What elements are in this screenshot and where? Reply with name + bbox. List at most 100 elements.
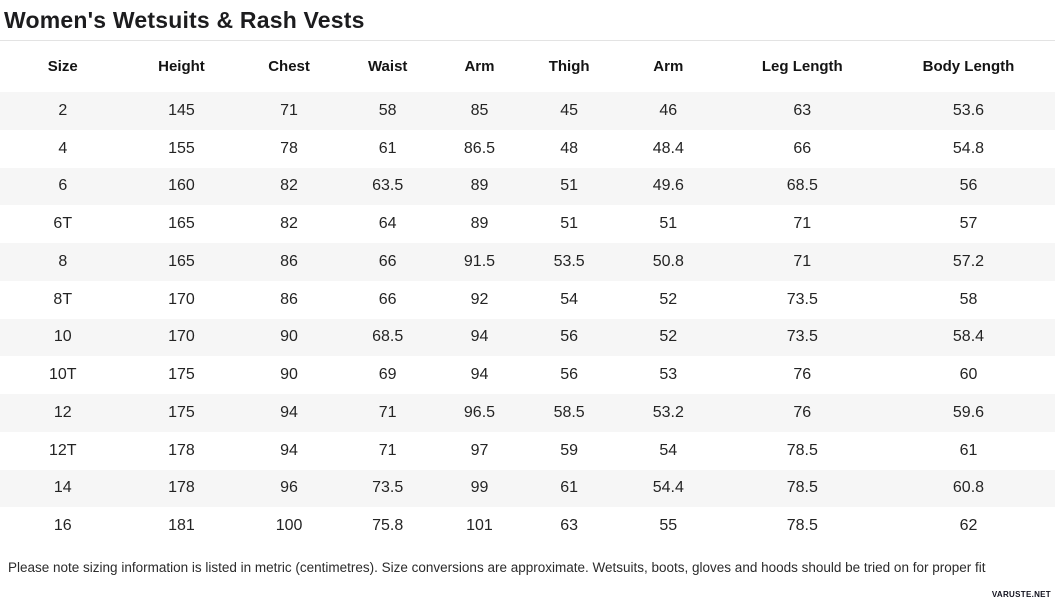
table-cell: 51 <box>560 215 579 233</box>
table-cell: 76 <box>793 366 812 384</box>
table-cell: 71 <box>793 215 812 233</box>
table-cell: 71 <box>280 101 298 119</box>
table-cell: 63 <box>793 101 812 119</box>
table-cell: 71 <box>793 252 812 270</box>
table-cell: 48 <box>560 139 579 157</box>
table-cell: 66 <box>793 139 812 157</box>
table-row: 8 165 86 66 91.5 53.5 50.8 71 57.2 <box>0 243 1055 281</box>
table-cell: 50.8 <box>652 252 684 270</box>
table-cell: 71 <box>378 441 397 459</box>
table-cell: 175 <box>168 366 195 384</box>
table-cell: 94 <box>470 328 489 346</box>
table-cell: 61 <box>560 479 579 497</box>
table-cell: 60 <box>959 366 978 384</box>
table-cell: 92 <box>470 290 489 308</box>
table-cell: 63.5 <box>372 177 404 195</box>
table-cell: 91.5 <box>463 252 496 270</box>
table-cell: 68.5 <box>786 177 818 195</box>
table-cell: 55 <box>659 517 678 535</box>
table-cell: 76 <box>793 403 812 421</box>
table-cell: 86.5 <box>463 139 496 157</box>
header-cell-height: Height <box>125 41 238 92</box>
table-header: Size Height Chest Waist Arm Thigh Arm Leg Lengt… <box>0 41 1055 92</box>
table-cell: 63 <box>560 517 579 535</box>
table-cell: 54.8 <box>952 139 985 157</box>
table-cell: 86 <box>280 290 298 308</box>
header-cell-body-length: Body Length <box>881 41 1055 92</box>
table-cell: 90 <box>280 328 298 346</box>
table-cell: 58.4 <box>952 328 985 346</box>
table-row: 6T 165 82 64 89 51 51 71 57 <box>0 205 1055 243</box>
table-cell: 66 <box>378 290 397 308</box>
table-cell: 145 <box>168 101 195 119</box>
table-cell: 89 <box>470 177 489 195</box>
table-cell: 73.5 <box>786 328 818 346</box>
table-cell: 96.5 <box>463 403 496 421</box>
table-cell: 61 <box>378 139 397 157</box>
table-row: 12 175 94 71 96.5 58.5 53.2 76 59.6 <box>0 394 1055 432</box>
header-cell-waist: Waist <box>340 41 435 92</box>
table-cell: 96 <box>280 479 298 497</box>
table-cell: 14 <box>53 479 72 497</box>
table-cell: 85 <box>470 101 489 119</box>
table-row: 14 178 96 73.5 99 61 54.4 78.5 60.8 <box>0 469 1055 508</box>
table-cell: 52 <box>659 290 678 308</box>
table-cell: 12T <box>48 441 77 459</box>
table-cell: 71 <box>378 403 397 421</box>
table-cell: 78.5 <box>786 517 818 535</box>
table-cell: 178 <box>168 479 195 497</box>
table-cell: 155 <box>168 139 195 157</box>
table-cell: 82 <box>280 215 298 233</box>
table-cell: 75.8 <box>372 517 404 535</box>
table-cell: 53.6 <box>952 101 985 119</box>
table-cell: 56 <box>560 366 579 384</box>
table-cell: 49.6 <box>652 177 684 195</box>
page-title: Women's Wetsuits & Rash Vests <box>4 7 365 33</box>
size-chart-table: Size Height Chest Waist Arm Thigh Arm Leg Lengt… <box>0 41 1055 545</box>
watermark: VARUSTE.NET <box>991 590 1051 599</box>
table-body: 2 145 71 58 85 45 46 63 53.6 4 155 78 61 86.5 48 48.4 66… <box>0 92 1055 545</box>
table-cell: 62 <box>959 517 978 535</box>
title-divider <box>0 40 1055 41</box>
table-cell: 12 <box>53 403 72 421</box>
table-cell: 69 <box>378 366 397 384</box>
table-cell: 175 <box>168 403 195 421</box>
table-cell: 51 <box>560 177 579 195</box>
table-cell: 57.2 <box>952 252 985 270</box>
table-cell: 97 <box>470 441 489 459</box>
table-cell: 54 <box>560 290 579 308</box>
table-cell: 6 <box>58 177 68 195</box>
table-cell: 45 <box>560 101 579 119</box>
table-cell: 68.5 <box>372 328 404 346</box>
table-cell: 165 <box>168 215 195 233</box>
table-cell: 101 <box>466 517 493 535</box>
header-cell-size: Size <box>0 41 126 92</box>
table-cell: 94 <box>470 366 489 384</box>
table-cell: 78.5 <box>786 479 818 497</box>
table-cell: 52 <box>659 328 678 346</box>
table-row: 10T 175 90 69 94 56 53 76 60 <box>0 356 1055 394</box>
table-cell: 73.5 <box>372 479 404 497</box>
table-cell: 181 <box>168 517 195 535</box>
table-cell: 73.5 <box>786 290 818 308</box>
table-cell: 6T <box>53 215 73 233</box>
table-cell: 59 <box>560 441 579 459</box>
header-cell-leg-length: Leg Length <box>722 41 882 92</box>
table-cell: 8T <box>53 290 73 308</box>
table-cell: 53.5 <box>553 252 585 270</box>
table-cell: 78 <box>280 139 298 157</box>
table-cell: 46 <box>659 101 678 119</box>
table-row: 2 145 71 58 85 45 46 63 53.6 <box>0 92 1055 130</box>
table-header-row: Size Height Chest Waist Arm Thigh Arm Leg Lengt… <box>0 41 1055 92</box>
table-cell: 57 <box>959 215 978 233</box>
table-cell: 4 <box>58 139 68 157</box>
table-row: 10 170 90 68.5 94 56 52 73.5 58.4 <box>0 318 1055 357</box>
table-cell: 10 <box>53 328 72 346</box>
table-cell: 78.5 <box>786 441 818 459</box>
table-cell: 56 <box>959 177 978 195</box>
table-cell: 51 <box>659 215 678 233</box>
table-cell: 178 <box>168 441 195 459</box>
table-cell: 94 <box>280 441 298 459</box>
table-cell: 99 <box>470 479 489 497</box>
table-cell: 54.4 <box>652 479 684 497</box>
